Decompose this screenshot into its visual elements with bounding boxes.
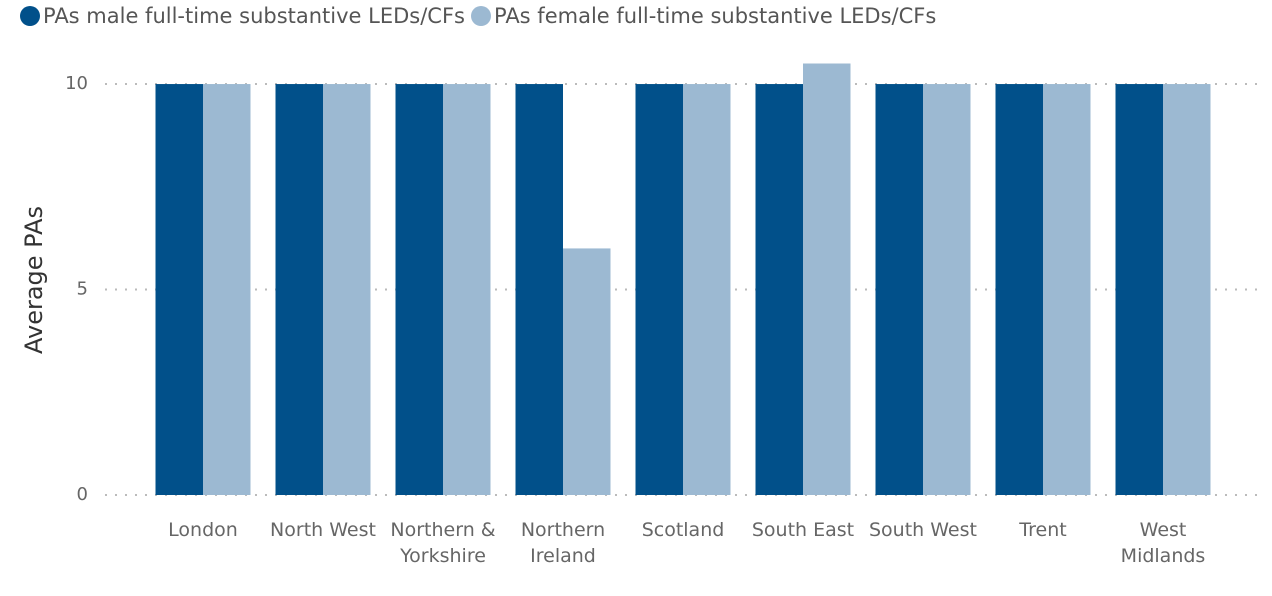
bar (275, 84, 323, 496)
bar (683, 84, 731, 496)
y-tick-label: 10 (65, 73, 88, 94)
bar (635, 84, 683, 496)
bar (323, 84, 371, 496)
bar (923, 84, 971, 496)
legend-label: PAs female full-time substantive LEDs/CF… (494, 4, 937, 28)
x-tick-label: South East (751, 519, 855, 541)
legend-marker (20, 6, 40, 26)
y-tick-label: 5 (77, 279, 88, 300)
x-tick-label: Trent (1019, 519, 1067, 541)
x-tick-label: Scotland (641, 519, 725, 541)
bar (755, 84, 803, 496)
y-axis-label: Average PAs (20, 206, 48, 354)
legend-marker (471, 6, 491, 26)
bar (443, 84, 491, 496)
bar (995, 84, 1043, 496)
y-tick-label: 0 (77, 484, 88, 505)
bar (1043, 84, 1091, 496)
x-tick-label: North West (270, 519, 376, 541)
bar (563, 248, 611, 495)
bar (203, 84, 251, 496)
bar (395, 84, 443, 496)
bar (875, 84, 923, 496)
bar (155, 84, 203, 496)
legend-item: PAs female full-time substantive LEDs/CF… (471, 4, 936, 28)
x-tick-label: London (168, 519, 238, 541)
legend-label: PAs male full-time substantive LEDs/CFs (43, 4, 465, 28)
bar (1115, 84, 1163, 496)
bar (515, 84, 563, 496)
x-tick-label: West Midlands (1120, 519, 1206, 567)
x-tick-label: Northern Ireland (520, 519, 606, 567)
legend: PAs male full-time substantive LEDs/CFs P… (20, 4, 942, 28)
legend-item: PAs male full-time substantive LEDs/CFs (20, 4, 465, 28)
x-tick-label: Northern & Yorkshire (390, 519, 496, 567)
x-tick-label: South West (869, 519, 977, 541)
bar (1163, 84, 1211, 496)
bar (803, 63, 851, 495)
